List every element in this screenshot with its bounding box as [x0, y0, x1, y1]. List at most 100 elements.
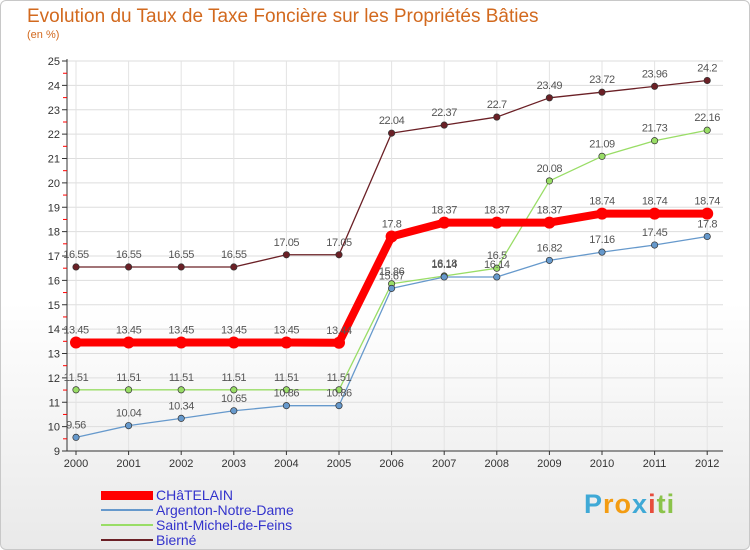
x-tick-label: 2006 [379, 458, 403, 470]
data-point [703, 76, 711, 85]
data-label: 13.45 [221, 325, 247, 337]
data-point [335, 386, 343, 394]
data-point [72, 433, 80, 441]
logo-letter: i [648, 489, 657, 519]
data-point [72, 263, 80, 271]
legend-item-bierne: Bierné [101, 532, 361, 548]
data-point [177, 386, 185, 394]
data-point [125, 263, 133, 271]
y-tick-label: 18 [48, 227, 60, 239]
data-point [230, 407, 238, 415]
data-label: 17.05 [326, 237, 352, 249]
data-point [282, 402, 290, 410]
data-label: 18.74 [694, 196, 720, 208]
data-label: 10.86 [326, 388, 352, 400]
data-label: 16.14 [431, 259, 457, 271]
y-tick-label: 21 [48, 154, 60, 166]
legend-swatch-saint-michel [101, 524, 153, 526]
data-label: 11.51 [327, 372, 352, 384]
data-label: 11.51 [221, 372, 246, 384]
data-label: 22.37 [431, 107, 457, 119]
legend-swatch-argenton [101, 509, 153, 511]
logo-letter: P [584, 489, 604, 519]
data-point [598, 152, 606, 160]
data-label: 13.44 [326, 325, 352, 337]
y-tick-label: 15 [48, 300, 60, 312]
data-label: 21.09 [589, 138, 615, 150]
data-point [282, 386, 290, 394]
data-point [335, 402, 343, 410]
data-point [701, 207, 714, 220]
data-point [545, 256, 553, 264]
logo-letter: r [603, 489, 615, 519]
data-label: 16.55 [116, 249, 142, 261]
data-label: 17.8 [382, 219, 402, 231]
data-label: 16.5 [487, 250, 507, 262]
data-label: 15.86 [379, 266, 405, 278]
y-tick-label: 20 [48, 178, 60, 190]
data-point [70, 336, 82, 349]
data-point [122, 336, 135, 349]
legend-label: Argenton-Notre-Dame [156, 502, 294, 518]
data-label: 10.65 [221, 393, 247, 405]
x-tick-label: 2010 [590, 458, 614, 470]
y-tick-label: 11 [49, 397, 60, 409]
data-point [545, 94, 553, 102]
x-tick-label: 2011 [643, 458, 667, 470]
data-label: 22.04 [379, 115, 405, 127]
data-label: 15.67 [379, 270, 405, 282]
data-label: 17.45 [642, 227, 668, 239]
data-point [598, 248, 606, 256]
data-label: 17.8 [697, 219, 717, 231]
data-label: 18.74 [642, 196, 668, 208]
data-point [648, 207, 661, 220]
x-tick-label: 2000 [64, 458, 88, 470]
data-point [651, 241, 659, 249]
data-label: 16.55 [221, 249, 247, 261]
y-tick-label: 14 [48, 324, 60, 336]
data-point [230, 386, 238, 394]
data-label: 23.96 [642, 68, 668, 80]
data-label: 11.51 [64, 372, 89, 384]
data-label: 13.45 [116, 325, 142, 337]
data-point [282, 251, 290, 259]
data-point [493, 264, 501, 272]
data-point [490, 216, 503, 229]
x-tick-label: 2012 [695, 458, 719, 470]
data-point [545, 177, 553, 185]
y-tick-label: 24 [48, 80, 60, 92]
logo-letter: o [614, 489, 633, 519]
data-point [333, 336, 345, 349]
y-tick-label: 13 [48, 349, 60, 361]
data-label: 16.18 [431, 258, 457, 270]
data-point [385, 230, 398, 243]
data-label: 10.04 [116, 408, 142, 420]
x-tick-label: 2002 [169, 458, 193, 470]
data-point [440, 121, 448, 129]
data-label: 23.72 [589, 74, 615, 86]
data-point [493, 273, 501, 281]
legend-swatch-chatelain [101, 491, 153, 500]
data-point [388, 129, 396, 137]
proxiti-logo: Proxiti [584, 489, 675, 520]
data-point [280, 336, 293, 349]
data-label: 13.45 [274, 325, 300, 337]
data-point [177, 263, 185, 271]
data-point [596, 207, 608, 220]
logo-letter: i [666, 489, 676, 519]
data-point [125, 422, 133, 430]
data-label: 18.74 [589, 196, 615, 208]
data-label: 16.82 [537, 242, 563, 254]
data-label: 11.51 [274, 372, 299, 384]
data-point [72, 386, 80, 394]
data-label: 11.51 [169, 372, 194, 384]
data-label: 24.2 [697, 63, 717, 75]
data-label: 16.14 [484, 259, 510, 271]
data-label: 13.45 [168, 325, 194, 337]
y-tick-label: 23 [48, 105, 60, 117]
x-tick-label: 2001 [116, 458, 140, 470]
data-label: 17.05 [274, 237, 300, 249]
data-point [651, 82, 659, 90]
data-label: 16.55 [63, 249, 89, 261]
